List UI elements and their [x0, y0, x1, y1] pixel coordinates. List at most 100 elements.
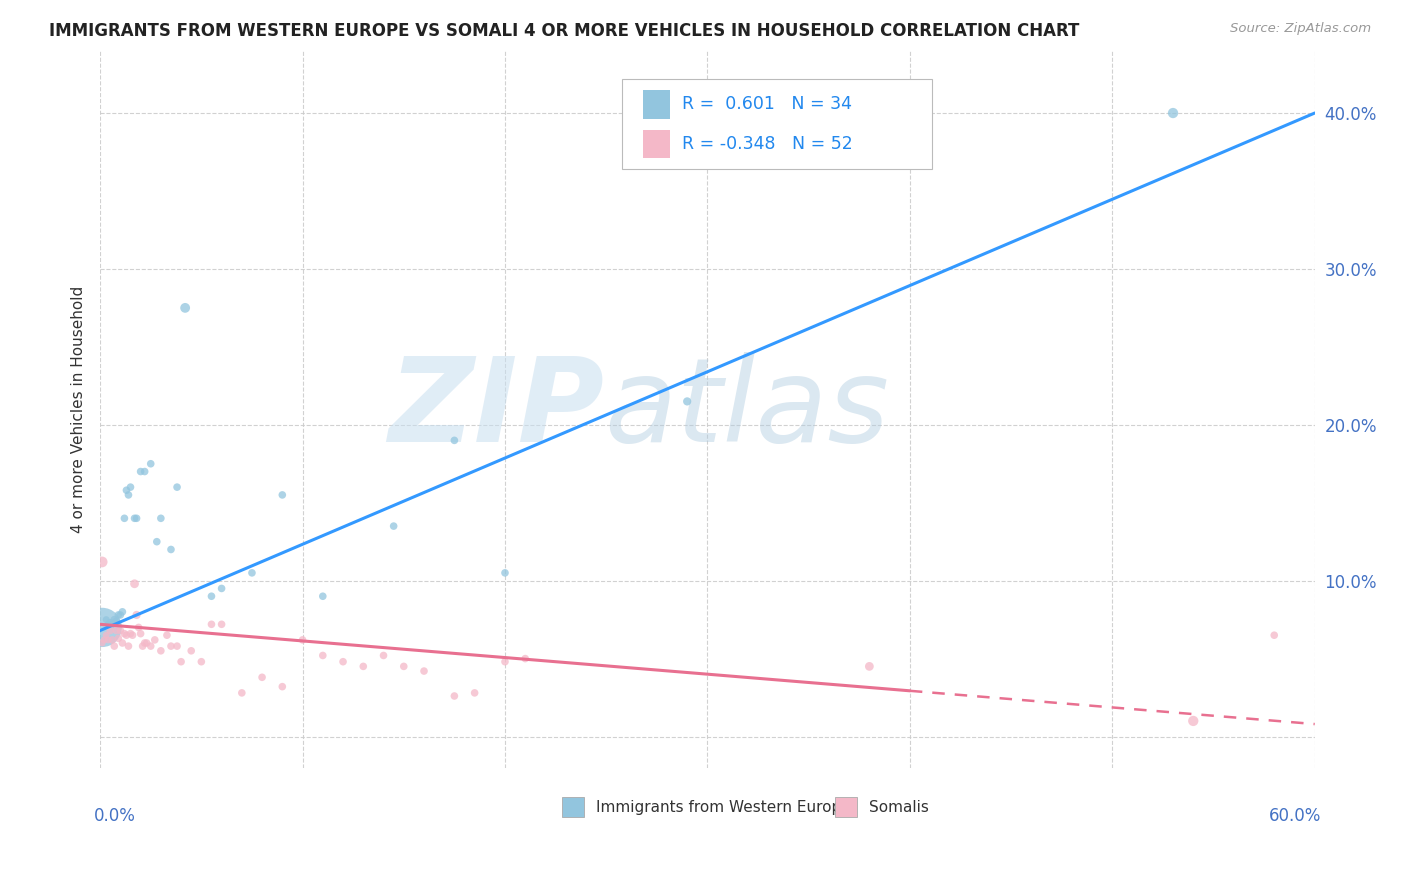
- Point: [134, 636, 156, 650]
- FancyBboxPatch shape: [623, 79, 932, 169]
- Point: [129, 465, 152, 479]
- Point: [211, 582, 233, 596]
- Point: [443, 689, 465, 703]
- Point: [312, 589, 335, 603]
- Text: R =  0.601   N = 34: R = 0.601 N = 34: [682, 95, 852, 113]
- Point: [413, 664, 436, 678]
- Point: [494, 655, 516, 669]
- Point: [494, 566, 516, 580]
- Point: [112, 626, 135, 640]
- Point: [1161, 106, 1184, 120]
- Point: [291, 632, 314, 647]
- Bar: [835, 797, 856, 817]
- Point: [111, 605, 134, 619]
- Point: [240, 566, 263, 580]
- Point: [120, 626, 142, 640]
- Point: [131, 639, 153, 653]
- Point: [464, 686, 486, 700]
- Point: [200, 589, 222, 603]
- Point: [91, 620, 114, 634]
- Point: [124, 576, 146, 591]
- Point: [271, 680, 294, 694]
- Point: [125, 607, 148, 622]
- Text: 0.0%: 0.0%: [94, 807, 136, 825]
- Point: [250, 670, 273, 684]
- Point: [170, 655, 193, 669]
- Point: [110, 624, 132, 638]
- Point: [149, 511, 172, 525]
- Point: [146, 534, 169, 549]
- Point: [103, 613, 125, 627]
- Point: [97, 617, 120, 632]
- Point: [443, 434, 465, 448]
- Point: [115, 628, 138, 642]
- Point: [139, 457, 162, 471]
- Point: [93, 632, 115, 647]
- Point: [124, 511, 146, 525]
- Point: [103, 639, 125, 653]
- Point: [96, 628, 118, 642]
- Point: [96, 613, 118, 627]
- Point: [156, 628, 179, 642]
- Point: [271, 488, 294, 502]
- Point: [190, 655, 212, 669]
- Point: [107, 607, 129, 622]
- Point: [117, 639, 139, 653]
- Point: [129, 626, 152, 640]
- Bar: [561, 797, 583, 817]
- Point: [174, 301, 197, 315]
- Point: [135, 636, 157, 650]
- Point: [1263, 628, 1285, 642]
- Point: [166, 480, 188, 494]
- Point: [115, 483, 138, 498]
- Point: [120, 480, 142, 494]
- Text: Somalis: Somalis: [869, 799, 929, 814]
- Point: [107, 632, 129, 646]
- Point: [98, 624, 121, 638]
- Point: [231, 686, 253, 700]
- Point: [105, 614, 128, 628]
- Text: 60.0%: 60.0%: [1268, 807, 1320, 825]
- Text: ZIP: ZIP: [388, 351, 605, 467]
- Bar: [643, 90, 669, 119]
- Point: [180, 644, 202, 658]
- Point: [111, 636, 134, 650]
- Point: [97, 632, 120, 647]
- Point: [166, 639, 188, 653]
- Point: [211, 617, 233, 632]
- Text: Source: ZipAtlas.com: Source: ZipAtlas.com: [1230, 22, 1371, 36]
- Point: [392, 659, 415, 673]
- Point: [134, 465, 156, 479]
- Point: [125, 511, 148, 525]
- Point: [105, 624, 128, 638]
- Point: [98, 615, 121, 630]
- Text: R = -0.348   N = 52: R = -0.348 N = 52: [682, 135, 852, 153]
- Point: [200, 617, 222, 632]
- Point: [676, 394, 699, 409]
- Point: [91, 555, 114, 569]
- Bar: [643, 129, 669, 158]
- Text: atlas: atlas: [605, 352, 889, 467]
- Point: [160, 639, 183, 653]
- Point: [112, 511, 135, 525]
- Point: [128, 620, 150, 634]
- Point: [117, 488, 139, 502]
- Point: [1182, 714, 1205, 728]
- Point: [149, 644, 172, 658]
- Point: [858, 659, 880, 673]
- Text: IMMIGRANTS FROM WESTERN EUROPE VS SOMALI 4 OR MORE VEHICLES IN HOUSEHOLD CORRELA: IMMIGRANTS FROM WESTERN EUROPE VS SOMALI…: [49, 22, 1080, 40]
- Text: Immigrants from Western Europe: Immigrants from Western Europe: [596, 799, 851, 814]
- Point: [160, 542, 183, 557]
- Point: [332, 655, 354, 669]
- Point: [312, 648, 335, 663]
- Point: [139, 639, 162, 653]
- Point: [373, 648, 395, 663]
- Point: [515, 651, 537, 665]
- Point: [352, 659, 374, 673]
- Point: [91, 636, 114, 650]
- Y-axis label: 4 or more Vehicles in Household: 4 or more Vehicles in Household: [72, 285, 86, 533]
- Point: [121, 628, 143, 642]
- Point: [101, 632, 124, 647]
- Point: [101, 617, 124, 632]
- Point: [143, 632, 166, 647]
